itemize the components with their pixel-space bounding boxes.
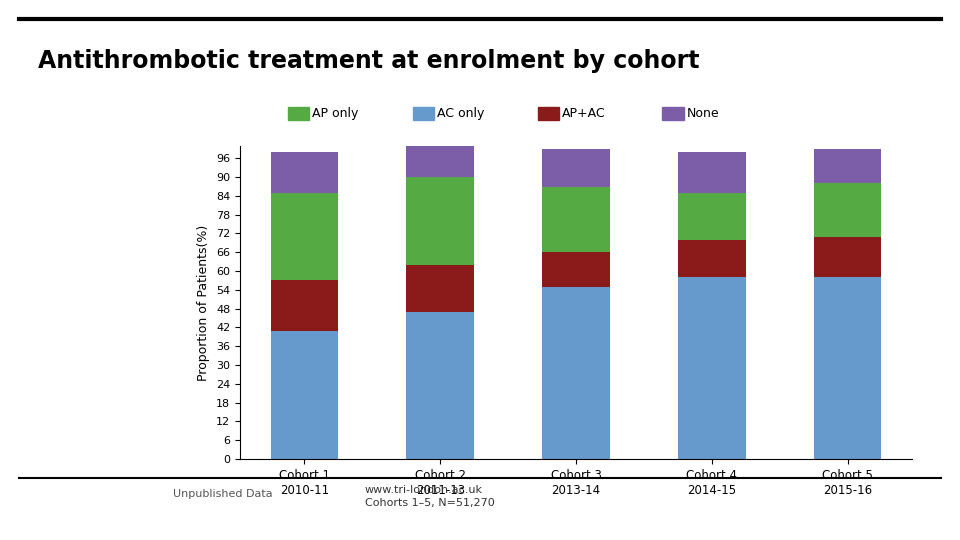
Text: Unpublished Data: Unpublished Data (173, 489, 273, 499)
Text: www.tri-london.ac.uk
Cohorts 1–5, N=51,270: www.tri-london.ac.uk Cohorts 1–5, N=51,2… (365, 485, 494, 508)
Bar (678, 240, 746, 278)
Bar (271, 330, 339, 459)
Bar (813, 184, 881, 237)
Bar (406, 265, 474, 312)
Text: Antithrombotic treatment at enrolment by cohort: Antithrombotic treatment at enrolment by… (38, 49, 700, 72)
Bar (813, 278, 881, 459)
Bar (813, 149, 881, 184)
Bar (406, 177, 474, 265)
Text: None: None (686, 107, 719, 120)
Bar (271, 280, 339, 330)
Bar (271, 152, 339, 193)
Y-axis label: Proportion of Patients(%): Proportion of Patients(%) (198, 224, 210, 381)
Text: AC only: AC only (437, 107, 484, 120)
Text: AP only: AP only (312, 107, 358, 120)
Bar (542, 287, 610, 459)
Bar (678, 278, 746, 459)
Bar (813, 237, 881, 278)
Bar (406, 146, 474, 177)
Bar (271, 193, 339, 280)
Bar (406, 312, 474, 459)
Bar (542, 186, 610, 252)
Bar (542, 149, 610, 186)
Bar (678, 152, 746, 193)
Bar (542, 252, 610, 287)
Text: AP+AC: AP+AC (562, 107, 605, 120)
Bar (678, 193, 746, 240)
